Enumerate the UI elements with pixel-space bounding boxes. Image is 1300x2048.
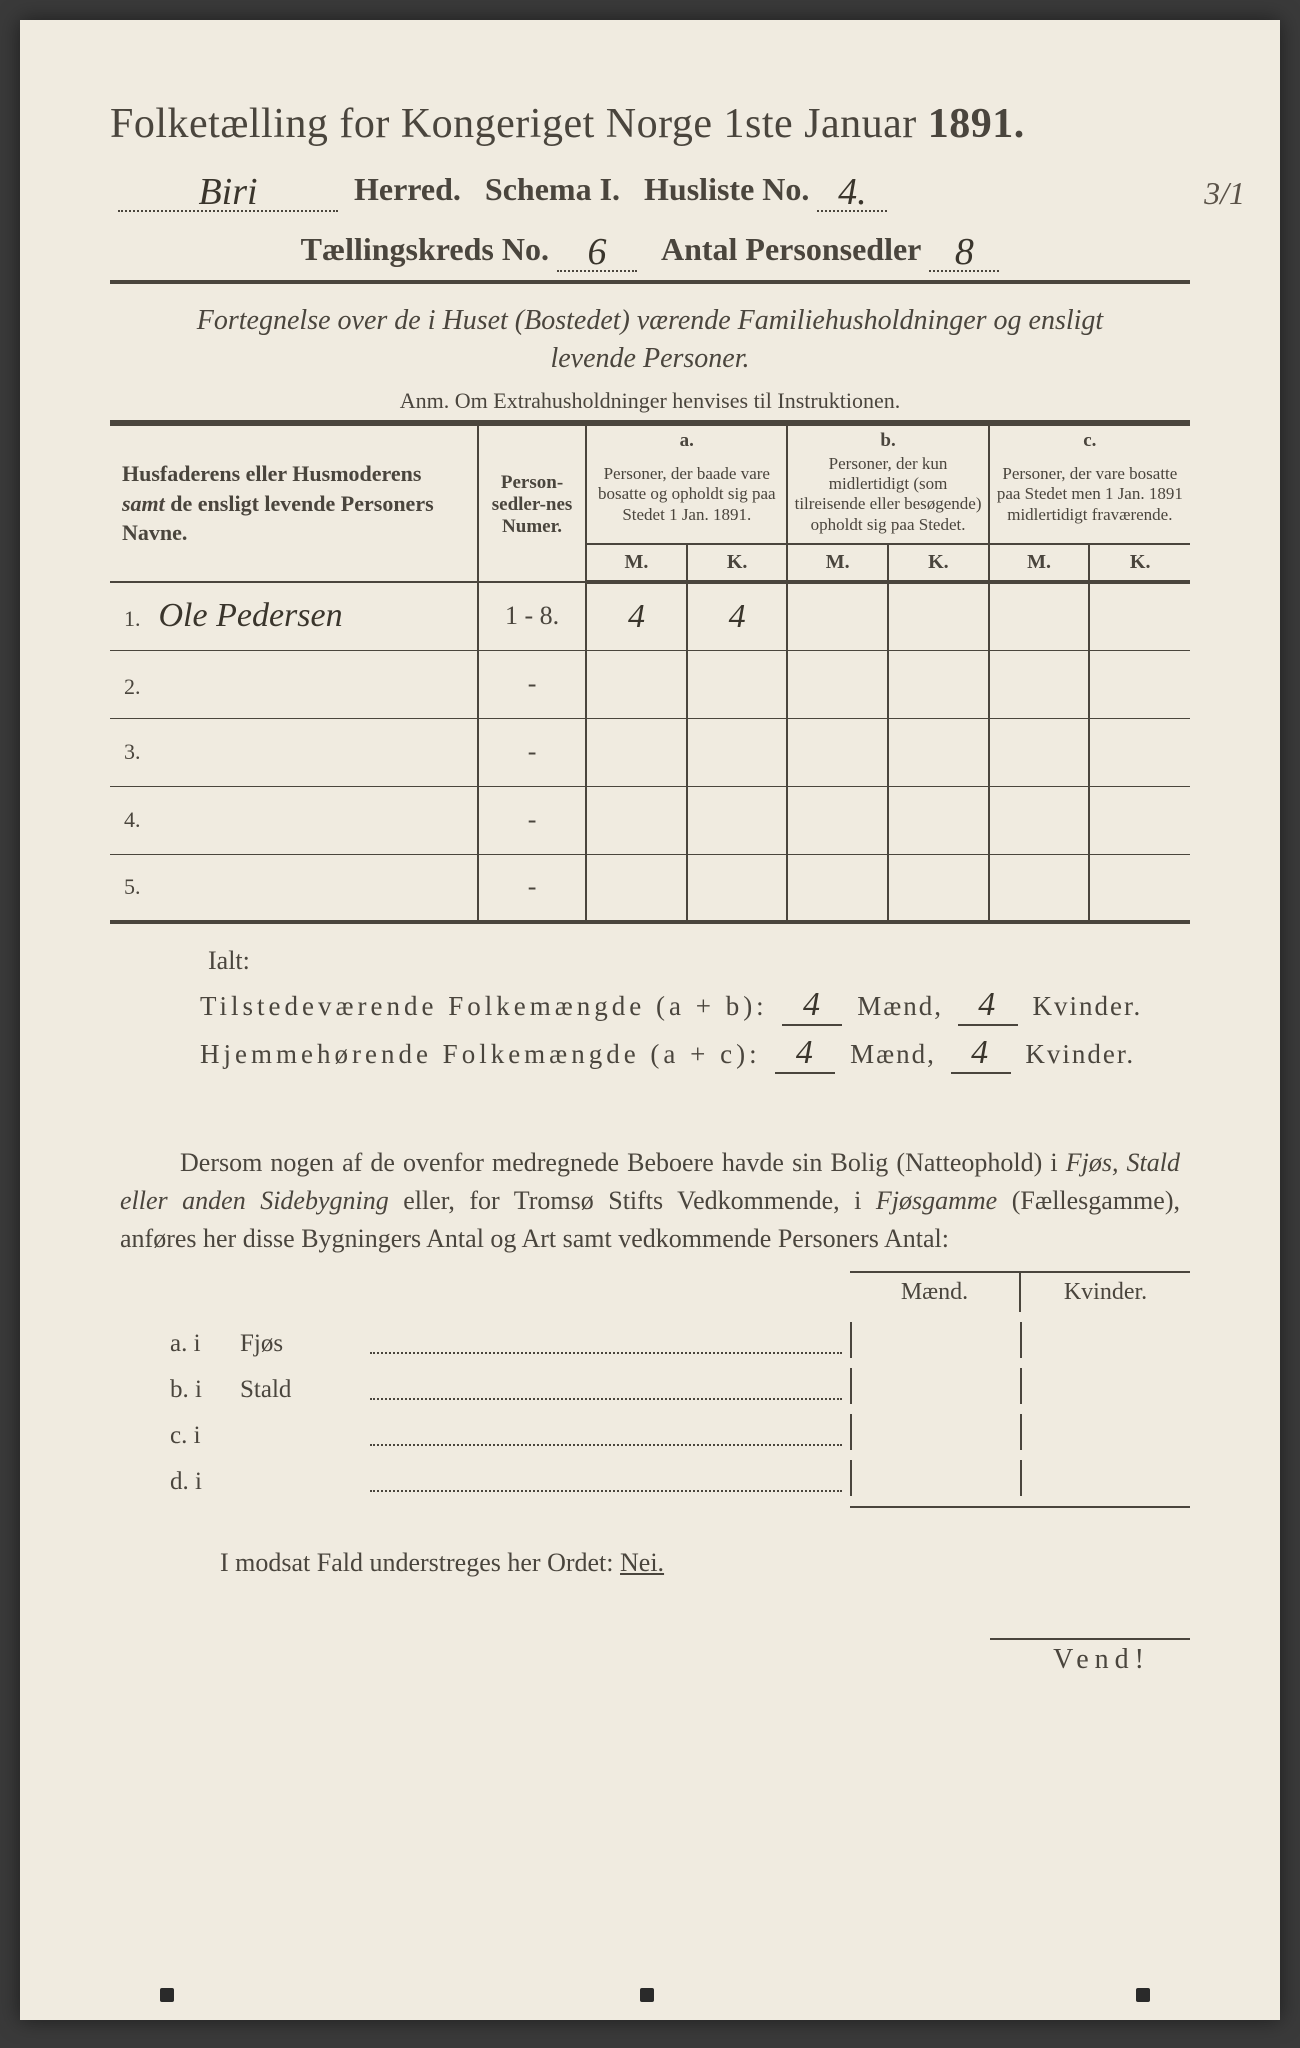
bk-cell	[888, 650, 989, 718]
dwelling-paragraph: Dersom nogen af de ovenfor medregnede Be…	[110, 1144, 1190, 1257]
punch-hole-icon	[640, 1988, 654, 2002]
mk-cells	[850, 1414, 1190, 1450]
kreds-field: 6	[557, 226, 637, 272]
sublist-bottom-rule	[850, 1506, 1190, 1508]
dotted-line	[370, 1375, 842, 1400]
mk-m: M.	[989, 544, 1090, 582]
am-cell	[586, 650, 687, 718]
census-form-page: 3/1 Folketælling for Kongeriget Norge 1s…	[20, 20, 1280, 2020]
header-row-kreds: Tællingskreds No. 6 Antal Personsedler 8	[110, 226, 1190, 272]
col-header-c-label: c.	[989, 424, 1190, 452]
sublist-row: c. i	[170, 1414, 1190, 1450]
cm-cell	[989, 582, 1090, 650]
col-header-name: Husfaderens eller Husmoderens samt de en…	[110, 424, 478, 583]
pn-cell: -	[478, 718, 586, 786]
col-header-a-label: a.	[586, 424, 787, 452]
table-row: 2. -	[110, 650, 1190, 718]
table-row: 3. -	[110, 718, 1190, 786]
name-cell: 1.Ole Pedersen	[110, 582, 478, 650]
header-row-abc: Husfaderens eller Husmoderens samt de en…	[110, 424, 1190, 452]
table-row: 5. -	[110, 854, 1190, 922]
sublist-row: a. i Fjøs	[170, 1322, 1190, 1358]
table-row: 4. -	[110, 786, 1190, 854]
corner-annotation: 3/1	[1204, 175, 1245, 212]
census-table: Husfaderens eller Husmoderens samt de en…	[110, 422, 1190, 925]
antal-value: 8	[955, 231, 974, 273]
pn-cell: -	[478, 786, 586, 854]
title-year: 1891.	[928, 101, 1025, 147]
bm-cell	[787, 650, 888, 718]
bk-cell	[888, 582, 989, 650]
antal-field: 8	[929, 226, 999, 272]
schema-label: Schema I.	[485, 171, 620, 207]
kreds-value: 6	[587, 231, 606, 273]
rule	[110, 280, 1190, 284]
col-header-b-label: b.	[787, 424, 988, 452]
bm-cell	[787, 582, 888, 650]
main-title: Folketælling for Kongeriget Norge 1ste J…	[110, 100, 1190, 148]
mk-maend: Mænd.	[850, 1273, 1021, 1312]
sublist-row: d. i	[170, 1460, 1190, 1496]
sublist-row: b. i Stald	[170, 1368, 1190, 1404]
ak-cell: 4	[687, 582, 788, 650]
title-prefix: Folketælling for Kongeriget Norge 1ste J…	[110, 101, 917, 147]
dotted-line	[370, 1421, 842, 1446]
punch-hole-icon	[160, 1988, 174, 2002]
punch-hole-icon	[1136, 1988, 1150, 2002]
table-row: 1.Ole Pedersen 1 - 8. 4 4	[110, 582, 1190, 650]
col-header-b-desc: Personer, der kun midlertidigt (som tilr…	[787, 452, 988, 545]
mk-k: K.	[1089, 544, 1190, 582]
husliste-value: 4.	[838, 171, 867, 213]
mk-subheader: Mænd. Kvinder.	[850, 1271, 1190, 1312]
mk-k: K.	[687, 544, 788, 582]
name-cell: 5.	[110, 854, 478, 922]
col-header-a-desc: Personer, der baade vare bosatte og opho…	[586, 452, 787, 545]
dotted-line	[370, 1467, 842, 1492]
totals-row-ac: Hjemmehørende Folkemængde (a + c): 4 Mæn…	[200, 1034, 1190, 1074]
subtitle-text: Fortegnelse over de i Huset (Bostedet) v…	[170, 302, 1130, 378]
husliste-field: 4.	[817, 166, 887, 212]
header-row-herred: Biri Herred. Schema I. Husliste No. 4.	[110, 166, 1190, 212]
pn-cell: -	[478, 650, 586, 718]
herred-label: Herred.	[354, 171, 461, 207]
totals-row-ab: Tilstedeværende Folkemængde (a + b): 4 M…	[200, 986, 1190, 1026]
mk-kvinder: Kvinder.	[1021, 1273, 1190, 1312]
totals-block: Ialt: Tilstedeværende Folkemængde (a + b…	[110, 946, 1190, 1074]
name-cell: 4.	[110, 786, 478, 854]
ak-cell	[687, 650, 788, 718]
mk-m: M.	[586, 544, 687, 582]
herred-value: Biri	[198, 171, 257, 213]
vend-label: Vend!	[990, 1638, 1190, 1676]
mk-cells	[850, 1322, 1190, 1358]
mk-k: K.	[888, 544, 989, 582]
cm-cell	[989, 650, 1090, 718]
name-cell: 2.	[110, 650, 478, 718]
pn-cell: -	[478, 854, 586, 922]
col-header-pn: Person-sedler-nes Numer.	[478, 424, 586, 583]
husliste-label: Husliste No.	[644, 171, 809, 207]
ck-cell	[1089, 582, 1190, 650]
dotted-line	[370, 1329, 842, 1354]
anm-text: Anm. Om Extrahusholdninger henvises til …	[110, 388, 1190, 414]
mk-cells	[850, 1460, 1190, 1496]
nei-word: Nei.	[620, 1548, 664, 1577]
mk-cells	[850, 1368, 1190, 1404]
mk-m: M.	[787, 544, 888, 582]
col-header-c-desc: Personer, der vare bosatte paa Stedet me…	[989, 452, 1190, 545]
ck-cell	[1089, 650, 1190, 718]
building-sublist: a. i Fjøs b. i Stald c. i d. i	[110, 1322, 1190, 1508]
pn-cell: 1 - 8.	[478, 582, 586, 650]
kreds-label: Tællingskreds No.	[301, 231, 549, 267]
ialt-label: Ialt:	[208, 946, 1190, 976]
am-cell: 4	[586, 582, 687, 650]
modsat-line: I modsat Fald understreges her Ordet: Ne…	[110, 1548, 1190, 1578]
name-cell: 3.	[110, 718, 478, 786]
antal-label: Antal Personsedler	[661, 231, 921, 267]
herred-field: Biri	[118, 166, 338, 212]
